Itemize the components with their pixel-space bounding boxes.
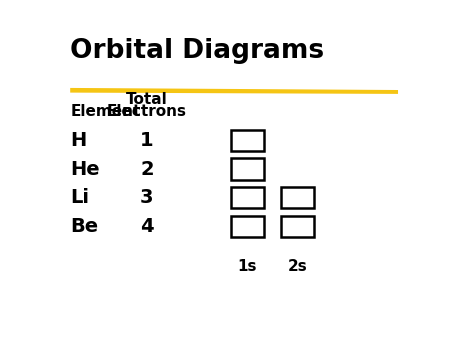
Bar — [230, 187, 264, 209]
Bar — [230, 216, 264, 237]
Bar — [281, 216, 314, 237]
Text: 1s: 1s — [238, 260, 257, 274]
Text: 4: 4 — [140, 217, 154, 236]
Bar — [230, 159, 264, 180]
Bar — [281, 187, 314, 209]
Polygon shape — [70, 88, 398, 94]
Text: 1: 1 — [140, 131, 154, 150]
Text: Orbital Diagrams: Orbital Diagrams — [70, 38, 324, 64]
Text: He: He — [70, 160, 100, 178]
Text: Total: Total — [126, 92, 168, 107]
Text: Be: Be — [70, 217, 98, 236]
Text: Li: Li — [70, 188, 89, 207]
Bar — [230, 130, 264, 151]
Text: H: H — [70, 131, 86, 150]
Text: 3: 3 — [140, 188, 154, 207]
Text: Element: Element — [70, 104, 140, 119]
Text: 2: 2 — [140, 160, 154, 178]
Text: 2s: 2s — [288, 260, 308, 274]
Text: Electrons: Electrons — [107, 104, 187, 119]
